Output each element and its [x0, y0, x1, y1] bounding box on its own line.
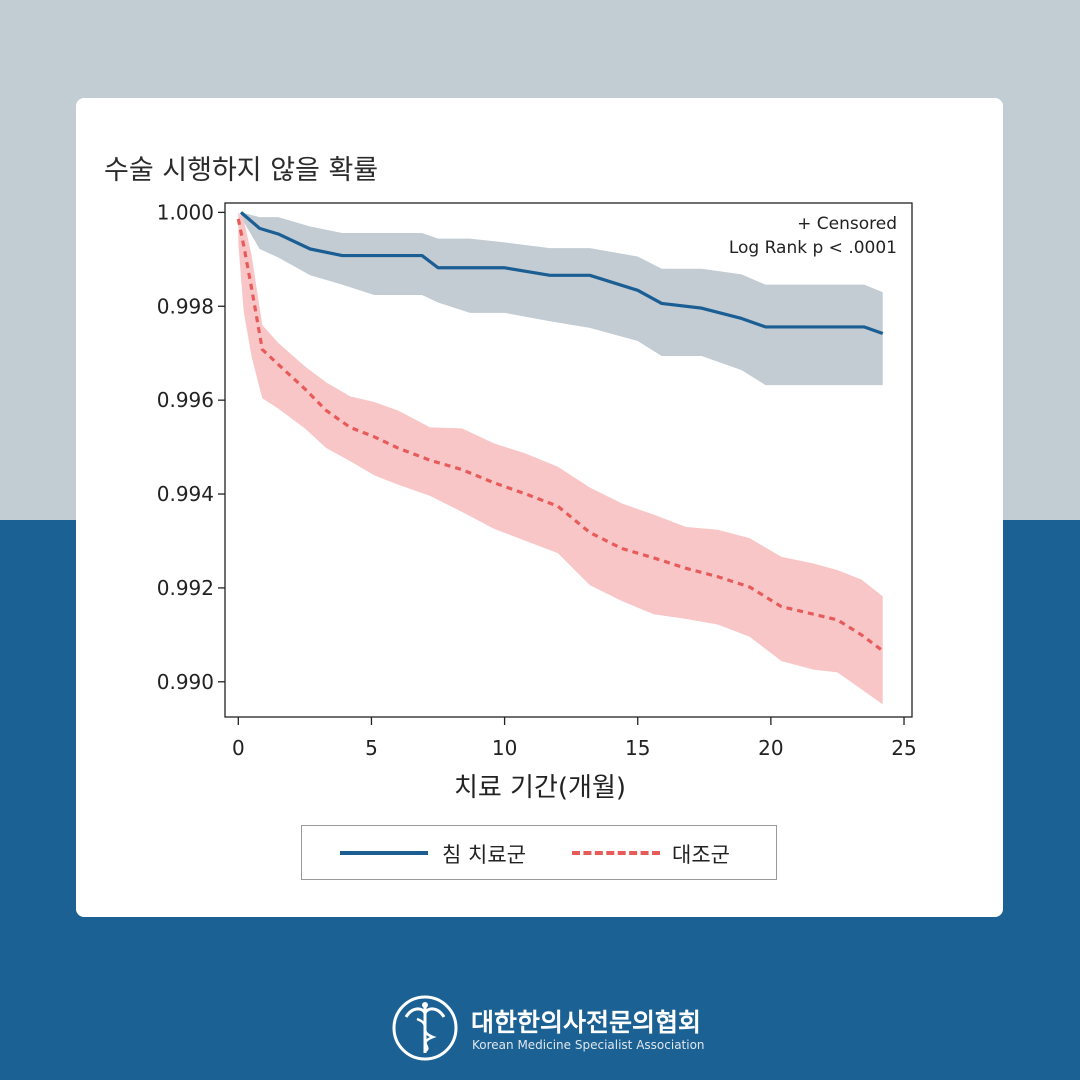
- y-tick-label: 0.990: [157, 670, 214, 694]
- legend-swatch-control: [572, 851, 660, 855]
- x-tick-label: 5: [365, 736, 378, 760]
- x-axis-label: 치료 기간(개월): [454, 773, 626, 803]
- y-tick-label: 0.998: [157, 294, 214, 318]
- chart-legend: 침 치료군 대조군: [301, 825, 777, 880]
- y-tick-label: 0.996: [157, 388, 214, 412]
- org-name-en: Korean Medicine Specialist Association: [472, 1038, 705, 1052]
- plot-frame: [224, 202, 913, 718]
- x-tick-label: 10: [492, 736, 517, 760]
- y-axis: 1.000 0.998 0.996 0.994 0.992 0.990: [157, 200, 225, 694]
- confidence-band-2: [238, 212, 883, 705]
- legend-label-control: 대조군: [672, 843, 730, 867]
- x-tick-label: 25: [891, 736, 916, 760]
- org-name: 대한한의사전문의협회: [471, 1008, 702, 1037]
- chart-title: 수술 시행하지 않을 확률: [104, 155, 379, 186]
- x-tick-label: 0: [232, 736, 245, 760]
- y-tick-label: 0.994: [157, 482, 214, 506]
- x-tick-label: 20: [758, 736, 783, 760]
- legend-swatch-acupuncture: [340, 851, 428, 855]
- x-tick-label: 15: [625, 736, 650, 760]
- x-axis: 0 5 10 15 20 25: [232, 717, 917, 760]
- series-lines: [236, 211, 884, 653]
- caduceus-icon: [392, 995, 458, 1061]
- legend-label-acupuncture: 침 치료군: [442, 843, 526, 867]
- annotation-log-rank: Log Rank p < .0001: [729, 238, 897, 258]
- y-tick-label: 1.000: [157, 200, 214, 224]
- series-line-2: [236, 218, 884, 653]
- y-tick-label: 0.992: [157, 576, 214, 600]
- series-line-1: [239, 211, 884, 336]
- annotation-censored: + Censored: [797, 214, 897, 234]
- confidence-bands: [238, 212, 883, 705]
